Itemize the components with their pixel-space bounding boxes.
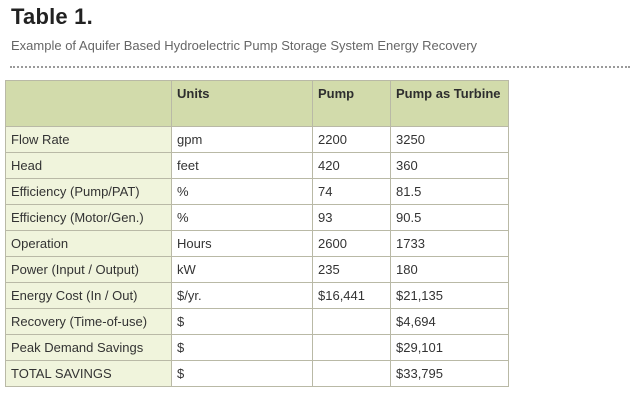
- table-cell: kW: [171, 256, 313, 283]
- table-cell: 420: [312, 152, 391, 179]
- table-row: Flow Rate gpm 2200 3250: [5, 126, 509, 153]
- table-cell: $29,101: [390, 334, 509, 361]
- table-cell: feet: [171, 152, 313, 179]
- table-row: Power (Input / Output) kW 235 180: [5, 256, 509, 283]
- table-title: Table 1.: [11, 4, 93, 29]
- table-cell: 235: [312, 256, 391, 283]
- table-cell: 2600: [312, 230, 391, 257]
- row-label-cell: Power (Input / Output): [5, 256, 172, 283]
- table-cell: %: [171, 178, 313, 205]
- table-row: Energy Cost (In / Out) $/yr. $16,441 $21,13…: [5, 282, 509, 309]
- table-row: Peak Demand Savings $ $29,101: [5, 334, 509, 361]
- data-table: Units Pump Pump as Turbine Flow Rate gpm 2…: [5, 80, 509, 387]
- table-cell: $/yr.: [171, 282, 313, 309]
- row-label-cell: Operation: [5, 230, 172, 257]
- header-cell-units: Units: [171, 80, 313, 127]
- table-row: Recovery (Time-of-use) $ $4,694: [5, 308, 509, 335]
- row-label-cell: Energy Cost (In / Out): [5, 282, 172, 309]
- dotted-divider: [10, 66, 630, 68]
- table-cell: $: [171, 308, 313, 335]
- table-cell: 74: [312, 178, 391, 205]
- header-cell-pump: Pump: [312, 80, 391, 127]
- table-cell: 3250: [390, 126, 509, 153]
- table-row: Operation Hours 2600 1733: [5, 230, 509, 257]
- table-cell: $33,795: [390, 360, 509, 387]
- table-subtitle: Example of Aquifer Based Hydroelectric P…: [11, 38, 478, 53]
- table-row: Efficiency (Pump/PAT)% 74 81.5: [5, 178, 509, 205]
- row-label-cell: Efficiency (Pump/PAT): [5, 178, 172, 205]
- header-row: Units Pump Pump as Turbine: [5, 80, 509, 127]
- table-cell: $: [171, 334, 313, 361]
- header-cell-empty: [5, 80, 172, 127]
- table-cell: gpm: [171, 126, 313, 153]
- table-cell: $21,135: [390, 282, 509, 309]
- table-cell: [312, 308, 391, 335]
- table-cell: $: [171, 360, 313, 387]
- row-label-cell: TOTAL SAVINGS: [5, 360, 172, 387]
- header-cell-pump-as-turbine: Pump as Turbine: [390, 80, 509, 127]
- row-label-cell: Efficiency (Motor/Gen.): [5, 204, 172, 231]
- table-cell: %: [171, 204, 313, 231]
- table-cell: 180: [390, 256, 509, 283]
- table-cell: [312, 360, 391, 387]
- table-row: Efficiency (Motor/Gen.)% 93 90.5: [5, 204, 509, 231]
- table-cell: $4,694: [390, 308, 509, 335]
- table-cell: 2200: [312, 126, 391, 153]
- table-cell: Hours: [171, 230, 313, 257]
- row-label-cell: Head: [5, 152, 172, 179]
- row-label-cell: Peak Demand Savings: [5, 334, 172, 361]
- table-cell: 1733: [390, 230, 509, 257]
- row-label-cell: Flow Rate: [5, 126, 172, 153]
- table-cell: 81.5: [390, 178, 509, 205]
- table-row: Head feet 420 360: [5, 152, 509, 179]
- table-cell: 90.5: [390, 204, 509, 231]
- table-cell: [312, 334, 391, 361]
- table-cell: 93: [312, 204, 391, 231]
- row-label-cell: Recovery (Time-of-use): [5, 308, 172, 335]
- table-cell: $16,441: [312, 282, 391, 309]
- table-row: TOTAL SAVINGS $ $33,795: [5, 360, 509, 387]
- table-cell: 360: [390, 152, 509, 179]
